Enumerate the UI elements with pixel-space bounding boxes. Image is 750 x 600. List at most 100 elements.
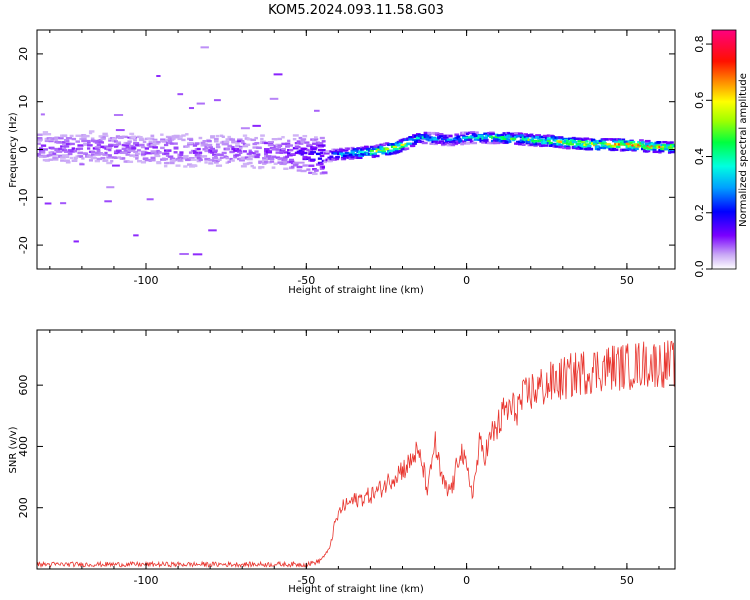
- spectrogram-cell: [375, 144, 382, 147]
- colorbar-tick-label: 0.6: [693, 92, 706, 110]
- spectrogram-cell: [427, 139, 431, 142]
- spectrogram-cell: [489, 131, 495, 134]
- spectrogram-cell: [167, 139, 173, 143]
- x-tick-label: 0: [463, 574, 470, 587]
- spectrogram-cell: [42, 154, 49, 158]
- spectrogram-cell: [62, 154, 67, 157]
- spectrogram-cell: [200, 141, 206, 145]
- spectrogram-cell: [288, 158, 294, 162]
- spectrogram-cell: [506, 131, 510, 135]
- spectrogram-cell: [150, 134, 155, 138]
- spectrogram-cell: [435, 141, 439, 144]
- spectrogram-cell: [77, 151, 84, 154]
- spectrogram-cell: [600, 142, 607, 145]
- spectrogram-cell: [315, 163, 321, 166]
- colorbar: 0.0 0.2 0.4 0.6 0.8 Normalized spectral ampl…: [693, 29, 749, 278]
- spectrogram-cell: [537, 143, 543, 146]
- spectrogram-cell: [279, 157, 286, 160]
- spectrogram-cell: [579, 137, 583, 141]
- spectrogram-cell: [50, 150, 55, 154]
- spectrogram-cell: [231, 159, 235, 162]
- spectrogram-cell: [548, 141, 553, 145]
- spectrogram-cell: [75, 134, 82, 137]
- spectrogram-cell: [231, 147, 237, 151]
- spectrogram-cell: [137, 135, 141, 139]
- spectrogram-cell: [202, 148, 206, 151]
- spectrogram-cell: [90, 150, 96, 154]
- spectrogram-cell: [512, 137, 517, 140]
- spectrogram-cell: [304, 141, 310, 144]
- spectrogram-cell: [396, 144, 401, 147]
- spectrogram-cell: [425, 136, 431, 139]
- spectrogram-cell: [592, 142, 598, 145]
- spectrogram-cell: [152, 141, 159, 144]
- spectrogram-cell: [237, 138, 243, 141]
- spectrogram-cell: [73, 240, 79, 243]
- spectrogram-cell: [381, 152, 387, 155]
- spectrogram-cell: [387, 150, 391, 154]
- spectrogram-cell: [656, 146, 661, 149]
- spectrogram-cell: [102, 132, 108, 136]
- spectrogram-cell: [517, 140, 523, 144]
- spectrogram-cell: [125, 153, 131, 156]
- spectrogram-cell: [565, 140, 570, 143]
- spectrogram-cell: [519, 139, 526, 142]
- spectrogram-cell: [373, 145, 377, 148]
- spectrogram-cell: [208, 162, 214, 165]
- spectrogram-cell: [140, 150, 147, 154]
- spectrogram-cell: [190, 158, 197, 161]
- spectrogram-cell: [510, 135, 514, 139]
- spectrogram-cell: [312, 146, 318, 149]
- spectrogram-cell: [212, 156, 219, 160]
- spectrogram-cell: [315, 143, 320, 146]
- spectrogram-cell: [667, 149, 673, 152]
- spectrogram-cell: [50, 147, 55, 150]
- spectrogram-cell: [425, 134, 429, 137]
- spectrogram-cell: [208, 146, 213, 149]
- spectrogram-cell: [90, 153, 95, 156]
- spectrogram-cell: [671, 150, 675, 154]
- spectrogram-cell: [644, 139, 651, 143]
- spectrogram-cell: [408, 136, 414, 139]
- spectrogram-cell: [142, 140, 147, 144]
- y-tick-label: 200: [17, 497, 30, 518]
- spectrogram-cell: [587, 146, 592, 149]
- spectrogram-cell: [666, 141, 673, 144]
- spectrogram-cell: [471, 133, 477, 136]
- spectrogram-cell: [37, 142, 41, 145]
- x-tick-label: -50: [297, 574, 315, 587]
- spectrogram-cell: [673, 149, 675, 152]
- spectrogram-cell: [96, 149, 101, 153]
- spectrogram-cell: [108, 144, 114, 147]
- spectrogram-cell: [389, 152, 394, 155]
- spectrogram-cell: [240, 165, 247, 168]
- spectrogram-cell: [533, 144, 538, 148]
- spectrogram-cell: [585, 140, 589, 143]
- spectrogram-cell: [290, 165, 295, 169]
- spectrogram-cell: [612, 147, 616, 151]
- spectrogram-cell: [565, 147, 571, 150]
- spectrogram-cell: [213, 140, 219, 143]
- spectrogram-cell: [285, 142, 291, 145]
- spectrogram-cell: [458, 137, 462, 141]
- spectrogram-cell: [494, 139, 499, 142]
- spectrogram-cell: [156, 75, 161, 78]
- spectrogram-cell: [281, 142, 288, 146]
- spectrogram-cell: [252, 146, 259, 149]
- spectrogram-cell: [385, 148, 390, 151]
- spectrogram-cell: [581, 142, 585, 146]
- spectrogram-cell: [237, 157, 241, 161]
- spectrogram-cell: [200, 46, 209, 49]
- spectrogram-cell: [377, 148, 382, 151]
- spectrogram-cell: [102, 134, 109, 138]
- spectrogram-cell: [229, 150, 235, 154]
- spectrogram-cell: [227, 160, 231, 163]
- spectrogram-cell: [412, 142, 417, 145]
- spectrogram-cell: [589, 138, 593, 141]
- spectrogram-cell: [373, 146, 378, 150]
- spectrogram-cell: [529, 135, 535, 138]
- spectrogram-cell: [71, 137, 77, 141]
- spectrogram-cell: [408, 138, 414, 141]
- spectrogram-cell: [215, 164, 223, 167]
- spectrogram-cell: [96, 157, 103, 161]
